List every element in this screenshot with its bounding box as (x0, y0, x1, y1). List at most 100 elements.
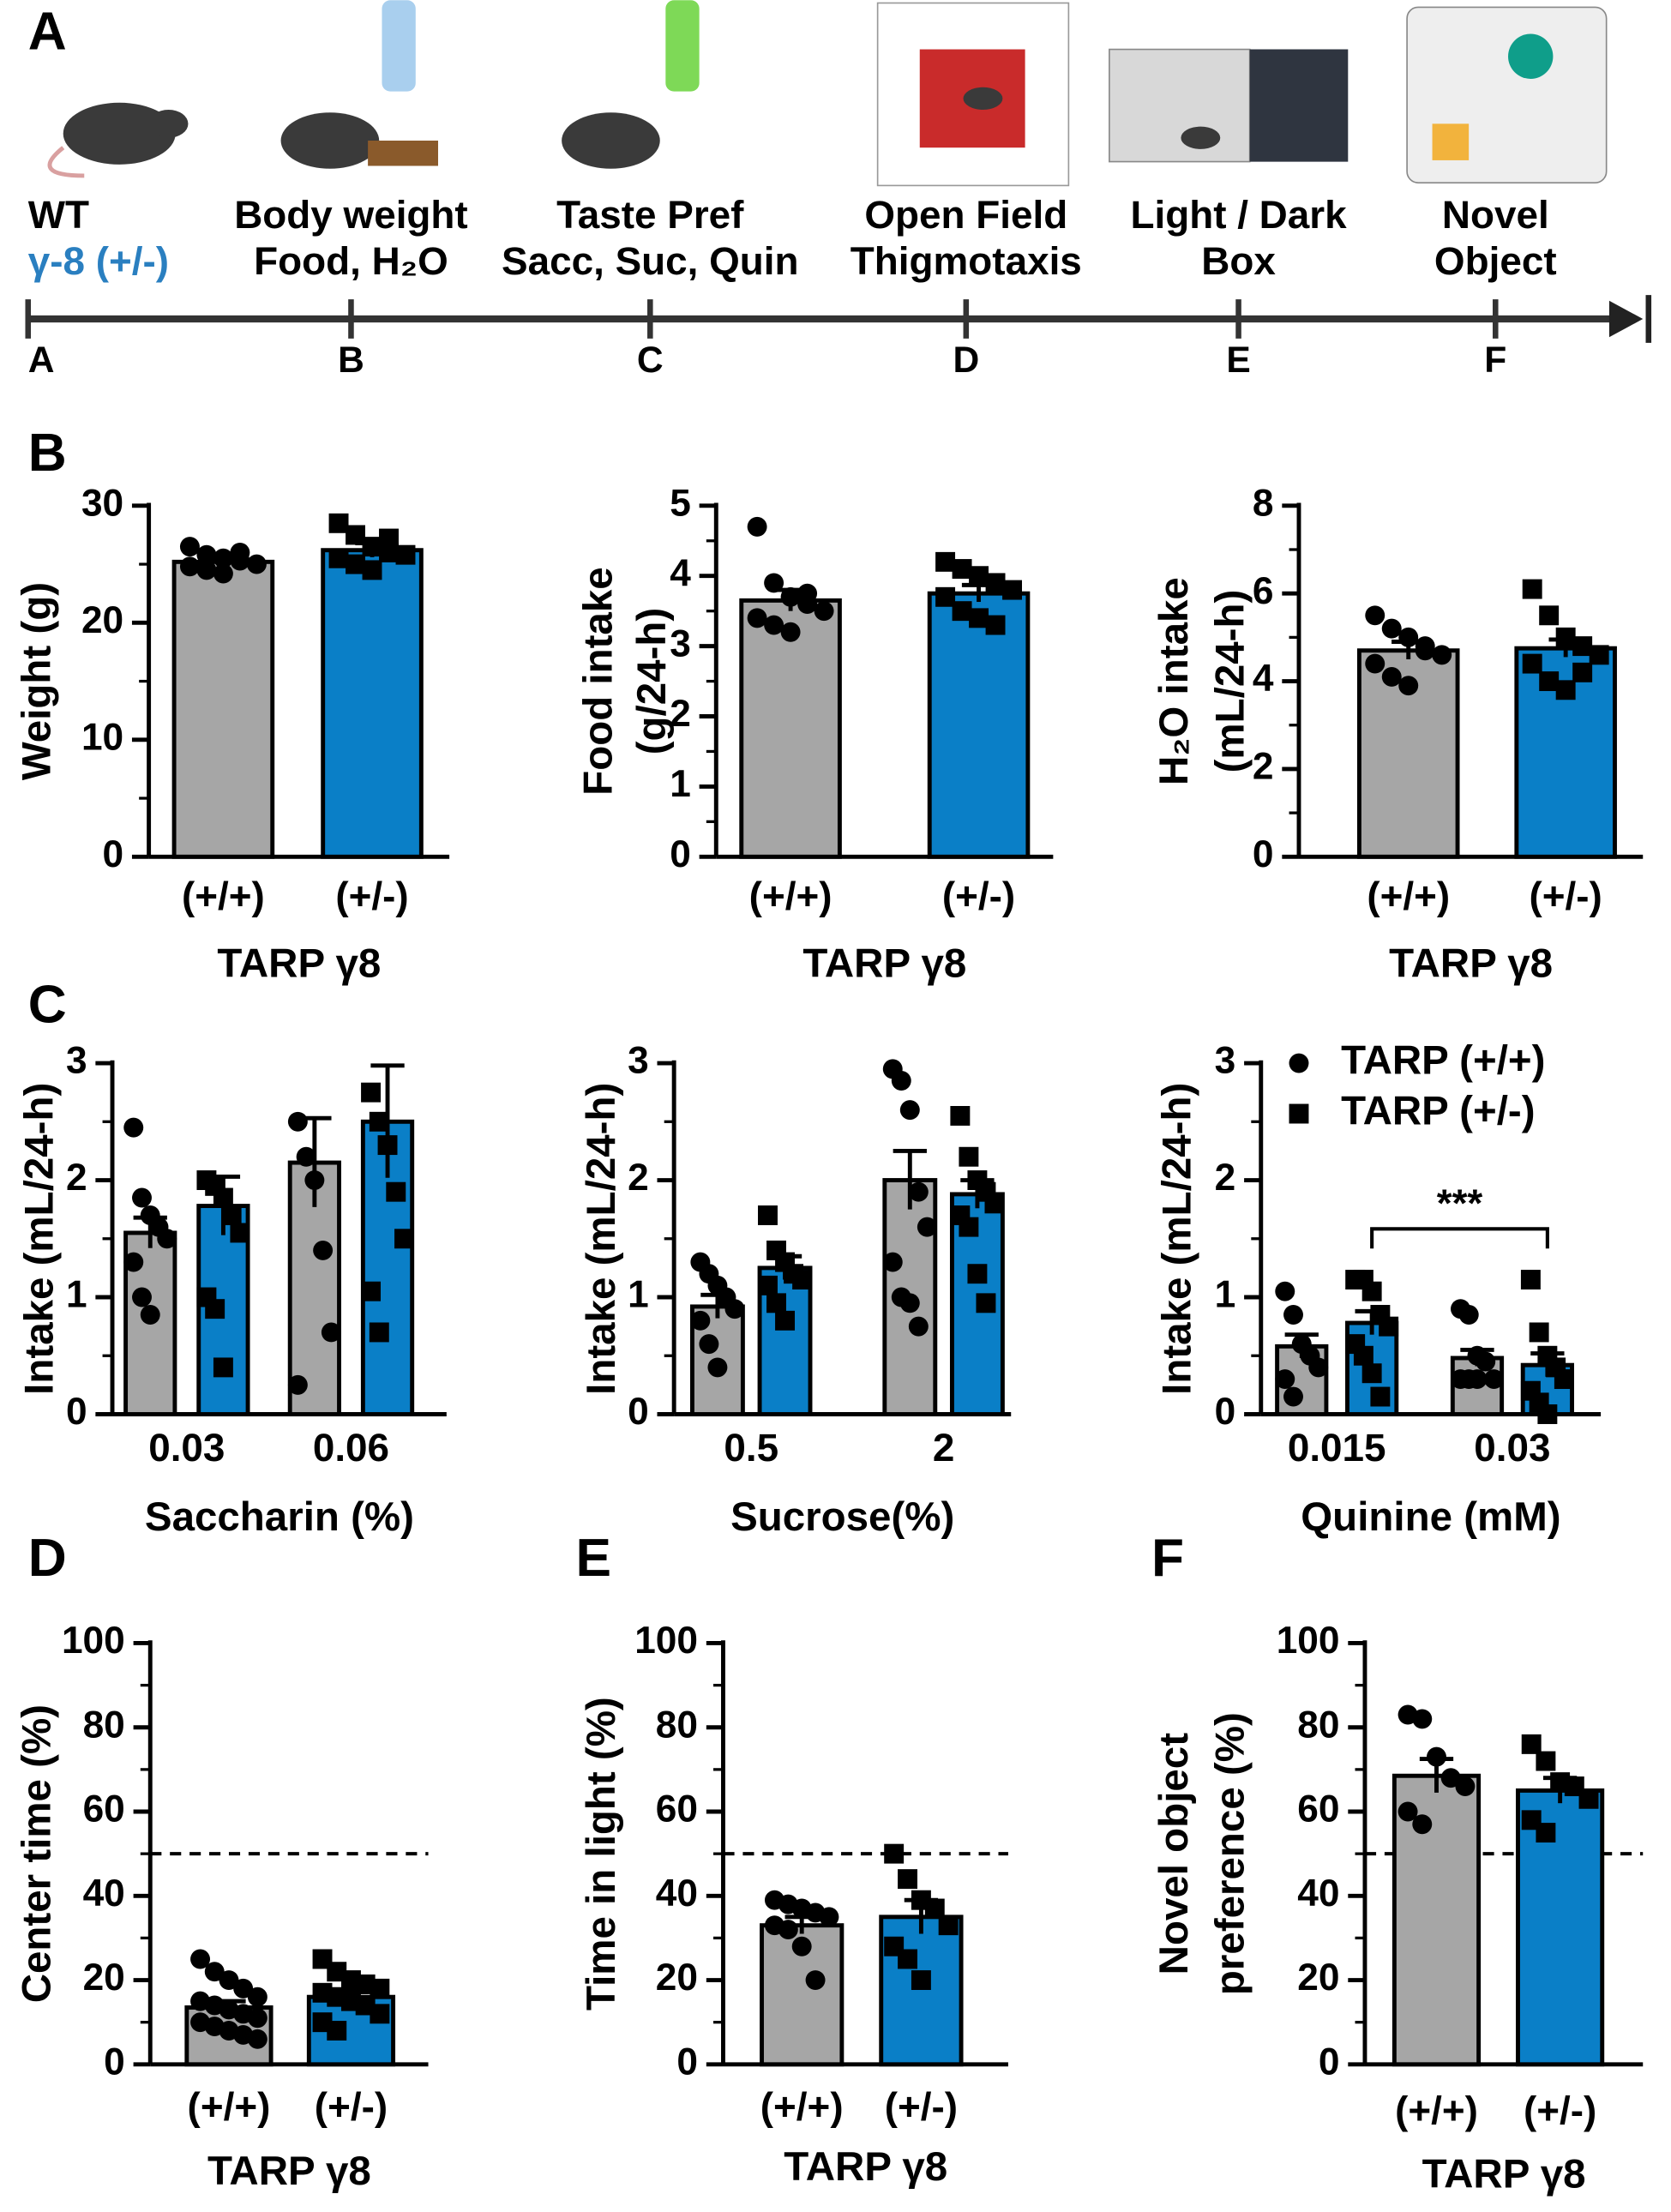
panel-label: A (28, 3, 67, 62)
panel-label: E (576, 1529, 612, 1588)
data-point (1589, 645, 1609, 665)
data-point (1412, 1814, 1433, 1835)
data-point (213, 1357, 233, 1378)
y-axis-label: (g/24-h) (629, 608, 675, 754)
y-tick-label: 20 (81, 599, 123, 641)
panel-label: F (1151, 1529, 1184, 1588)
y-tick-label: 0 (628, 1391, 649, 1433)
data-point (1554, 1369, 1574, 1390)
data-point (1539, 671, 1560, 692)
bar (927, 591, 1031, 859)
x-tick-label: 2 (933, 1425, 955, 1470)
y-axis-label: Time in light (%) (579, 1697, 624, 2011)
data-point (797, 583, 818, 604)
data-point (1458, 1305, 1479, 1325)
x-tick-label: (+/-) (942, 874, 1015, 918)
timeline-label: Food, H₂O (254, 238, 448, 283)
y-tick-label: 3 (1215, 1040, 1236, 1082)
y-tick-label: 30 (81, 483, 123, 525)
data-point (205, 1299, 225, 1319)
data-point (1537, 1404, 1558, 1424)
y-tick-label: 5 (670, 483, 691, 525)
x-axis-label: TARP γ8 (784, 2144, 947, 2190)
y-tick-label: 100 (1277, 1620, 1340, 1662)
x-axis-label: TARP γ8 (1422, 2151, 1586, 2197)
y-tick-label: 20 (1297, 1957, 1339, 1999)
data-point (805, 1970, 826, 1991)
y-tick-label: 3 (670, 622, 691, 664)
y-axis-label: Intake (mL/24-h) (17, 1083, 63, 1395)
data-point (1572, 662, 1593, 682)
significance-bracket (1370, 1227, 1549, 1249)
data-point (1289, 1103, 1309, 1124)
x-axis-label: TARP γ8 (207, 2149, 371, 2194)
data-point (313, 1240, 334, 1260)
data-point (140, 1305, 160, 1325)
data-point (747, 516, 767, 537)
data-point (899, 1293, 920, 1313)
data-point (898, 1949, 918, 1969)
bar (1516, 1788, 1605, 2067)
data-point (132, 1287, 152, 1307)
x-axis-label: Saccharin (%) (145, 1494, 414, 1540)
data-point (764, 615, 784, 635)
data-point (395, 544, 416, 565)
data-point (967, 1264, 988, 1284)
x-axis-label: TARP γ8 (1389, 941, 1553, 987)
y-axis-label: (mL/24-h) (1208, 590, 1253, 773)
panel-label: D (28, 1529, 67, 1588)
y-tick-label: 1 (66, 1274, 87, 1316)
y-tick-label: 0 (1319, 2041, 1340, 2083)
timeline-letter: B (338, 340, 364, 381)
data-point (1536, 1751, 1556, 1771)
y-axis-label: H₂O intake (1151, 577, 1197, 785)
data-point (747, 608, 767, 628)
data-point (1361, 1363, 1382, 1384)
bar (1514, 646, 1617, 859)
data-point (882, 1252, 903, 1272)
data-point (898, 1869, 918, 1890)
data-point (707, 1357, 728, 1378)
data-point (1578, 1788, 1599, 1809)
x-tick-label: 0.5 (724, 1425, 778, 1470)
data-point (1555, 627, 1576, 647)
bar (739, 598, 842, 859)
data-point (952, 559, 972, 580)
data-point (780, 622, 801, 642)
y-tick-label: 60 (656, 1788, 698, 1830)
data-point (984, 1193, 1005, 1214)
y-tick-label: 6 (1253, 570, 1274, 612)
timeline-label: Light / Dark (1130, 192, 1347, 237)
data-point (196, 560, 217, 580)
y-axis-label: Intake (mL/24-h) (1154, 1083, 1199, 1395)
y-tick-label: 40 (83, 1872, 125, 1914)
data-point (1415, 640, 1435, 661)
x-axis-label: Sucrose(%) (730, 1494, 954, 1540)
timeline-letter: D (953, 340, 979, 381)
data-point (230, 1223, 250, 1243)
timeline-letter: E (1226, 340, 1250, 381)
x-tick-label: (+/+) (760, 2083, 844, 2128)
data-point (1522, 653, 1542, 674)
legend-label: TARP (+/-) (1341, 1089, 1535, 1134)
data-point (321, 1322, 341, 1343)
data-point (1398, 1801, 1418, 1822)
y-tick-label: 0 (66, 1391, 87, 1433)
data-point (917, 1217, 937, 1237)
data-point (724, 1299, 745, 1319)
data-point (758, 1275, 778, 1295)
data-point (699, 1334, 719, 1355)
data-point (246, 554, 267, 574)
data-point (179, 556, 200, 577)
data-point (911, 1970, 931, 1991)
x-tick-label: (+/-) (335, 874, 408, 918)
timeline-label: Open Field (864, 192, 1067, 237)
timeline-label: Body weight (234, 192, 468, 237)
bar (1391, 1773, 1482, 2067)
data-point (908, 1316, 929, 1337)
y-tick-label: 0 (103, 833, 124, 875)
data-point (370, 1978, 390, 1999)
x-tick-label: (+/+) (188, 2083, 271, 2128)
data-point (1476, 1351, 1496, 1372)
data-point (328, 548, 349, 568)
